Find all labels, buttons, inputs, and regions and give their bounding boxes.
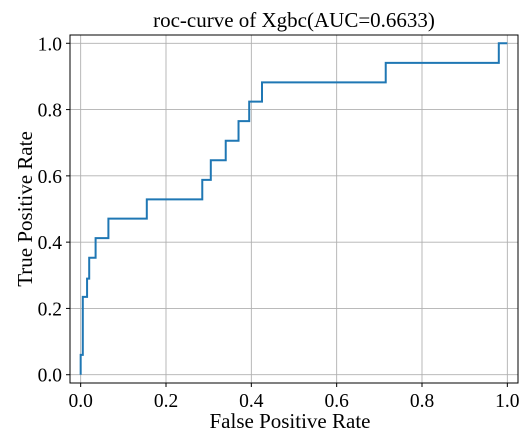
x-tick-label: 1.0 — [495, 391, 519, 412]
plot-frame — [69, 34, 519, 384]
y-tick-label: 0.6 — [38, 167, 63, 188]
chart-title: roc-curve of Xgbc(AUC=0.6633) — [153, 8, 435, 32]
x-tick-label: 0.8 — [410, 391, 434, 412]
x-axis-label: False Positive Rate — [210, 409, 371, 433]
ticks: 0.0 0.2 0.4 0.6 0.8 1.0 0.0 0.2 0.4 0.6 0.8 1.0 — [38, 34, 520, 412]
grid — [70, 35, 518, 383]
x-tick-label: 0.0 — [68, 391, 92, 412]
y-tick-label: 1.0 — [38, 34, 62, 55]
x-tick-label: 0.6 — [324, 391, 349, 412]
y-tick-label: 0.4 — [38, 233, 63, 254]
y-tick-label: 0.2 — [38, 299, 62, 320]
y-axis-label: True Positive Rate — [13, 131, 37, 287]
x-tick-label: 0.4 — [239, 391, 264, 412]
y-tick-label: 0.8 — [38, 101, 62, 122]
y-tick-label: 0.0 — [38, 366, 62, 387]
roc-curve-line — [79, 42, 508, 375]
x-tick-label: 0.2 — [154, 391, 178, 412]
